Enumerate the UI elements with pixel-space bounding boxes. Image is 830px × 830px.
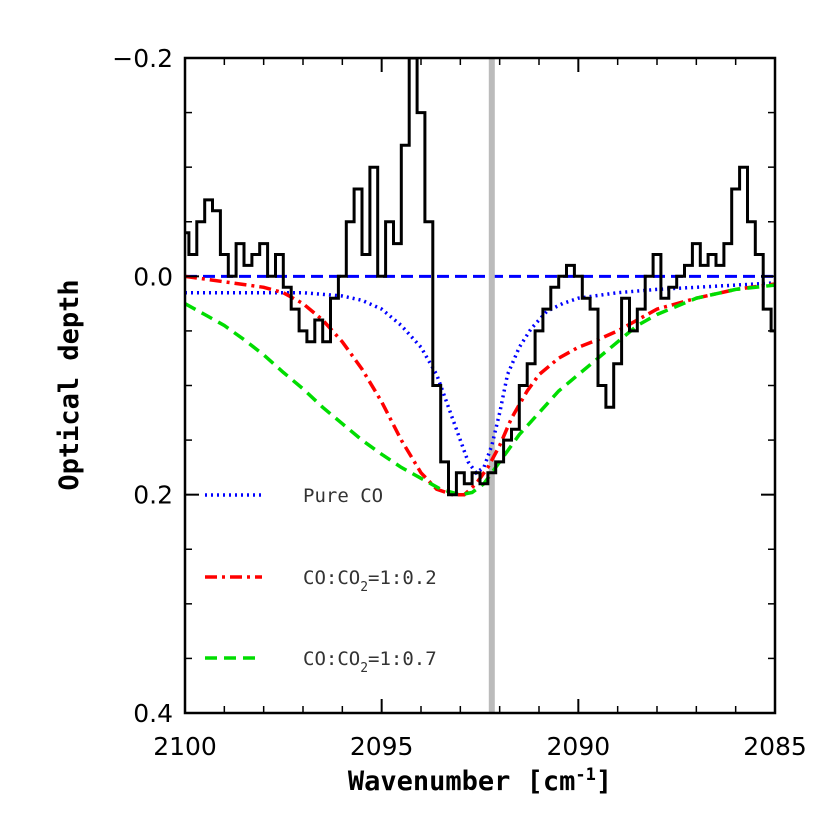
x-tick-label: 2100 [153,732,217,761]
x-axis-title-main: Wavenumber [cm [348,766,576,797]
y-tick-label: 0.2 [133,481,173,510]
observed-spectrum [185,58,775,497]
x-axis-title-sup: -1 [575,765,595,785]
series-line-3 [185,283,775,497]
y-axis-title: Optical depth [54,279,85,490]
legend-label-3: CO:CO2=1:0.7 [303,648,437,676]
x-axis-title-end: ] [596,766,612,797]
x-axis-title: Wavenumber [cm-1] [348,765,612,797]
series-line-2 [185,274,775,497]
y-tick-label: 0.0 [133,262,173,291]
x-tick-label: 2085 [743,732,807,761]
y-tick-label: −0.2 [112,44,173,73]
legend-label-2: CO:CO2=1:0.2 [303,567,437,595]
y-tick-label: 0.4 [133,699,173,728]
x-tick-label: 2090 [547,732,611,761]
x-tick-label: 2095 [350,732,414,761]
plot-frame [183,56,777,715]
series-line-1 [185,281,775,476]
legend-label-1: Pure CO [303,485,383,507]
